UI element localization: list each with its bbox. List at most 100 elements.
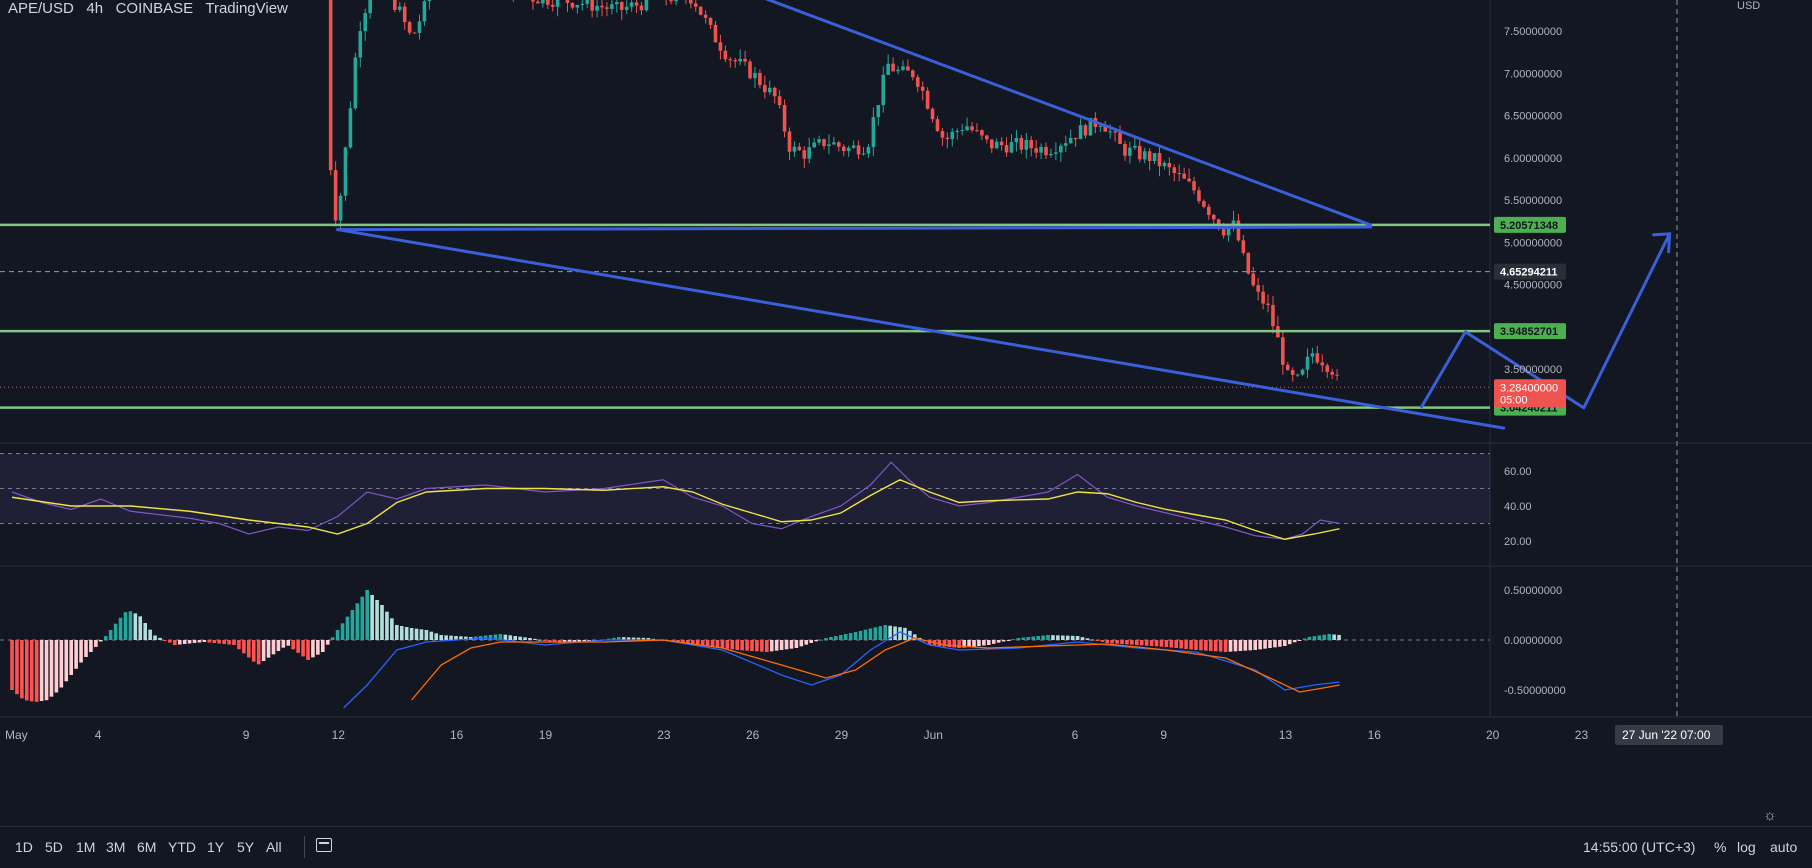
candle-body <box>1063 143 1068 146</box>
calendar-icon[interactable] <box>316 838 332 852</box>
timeframe-5d[interactable]: 5D <box>45 839 63 855</box>
candle-body <box>807 147 812 159</box>
timeframe-1m[interactable]: 1M <box>76 839 96 855</box>
candle-body <box>911 70 915 78</box>
candle-body <box>989 139 994 149</box>
macd-histogram-bar <box>730 640 735 650</box>
macd-histogram-bar <box>1164 640 1169 647</box>
candle-body <box>1137 145 1142 160</box>
candle-body <box>1246 252 1251 274</box>
log-scale-toggle[interactable]: log <box>1737 839 1756 855</box>
macd-histogram-bar <box>1283 640 1287 646</box>
candle-body <box>393 0 397 10</box>
time-tick-label: 12 <box>332 728 346 742</box>
candle-body <box>595 5 599 11</box>
timeframe-ytd[interactable]: YTD <box>168 839 196 855</box>
candle-body <box>827 144 831 146</box>
candle-body <box>758 73 762 86</box>
macd-histogram-bar <box>883 625 887 640</box>
macd-histogram-bar <box>247 640 251 658</box>
currency-label[interactable]: USD <box>1737 0 1761 12</box>
time-tick-label: 13 <box>1279 728 1293 742</box>
macd-histogram-bar <box>321 640 325 652</box>
macd-histogram-bar <box>873 627 878 640</box>
macd-histogram-bar <box>681 640 685 644</box>
candle-body <box>1014 137 1019 143</box>
candle-body <box>605 7 609 9</box>
interval[interactable]: 4h <box>86 0 104 17</box>
price-tick-label: 3.50000000 <box>1504 364 1562 376</box>
candle-body <box>1059 145 1063 153</box>
gear-icon[interactable]: ☼ <box>1763 807 1777 824</box>
macd-histogram-bar <box>991 640 996 644</box>
macd-histogram-bar <box>987 640 991 645</box>
macd-histogram-bar <box>1056 635 1060 640</box>
macd-tick-label: 0.50000000 <box>1504 585 1562 597</box>
candle-body <box>575 4 580 8</box>
candle-body <box>644 0 649 11</box>
symbol-name[interactable]: APE/USD <box>8 0 74 17</box>
candle-body <box>422 1 427 22</box>
candle-body <box>866 147 871 154</box>
macd-histogram-bar <box>1144 640 1149 646</box>
macd-histogram-bar <box>182 640 187 644</box>
crosshair-time-box <box>1615 725 1723 745</box>
candle-body <box>841 146 846 151</box>
candle-body <box>1133 145 1137 148</box>
timeframe-1y[interactable]: 1Y <box>207 839 225 855</box>
macd-histogram-bar <box>1061 635 1065 640</box>
candle-body <box>427 0 432 2</box>
candle-body <box>1068 137 1073 144</box>
time-tick-label: 4 <box>95 728 102 742</box>
macd-histogram-bar <box>444 635 448 640</box>
timeframe-all[interactable]: All <box>266 839 282 855</box>
candle-body <box>881 74 886 106</box>
macd-histogram-bar <box>20 640 24 699</box>
candle-body <box>1192 181 1196 191</box>
timeframe-3m[interactable]: 3M <box>106 839 126 855</box>
candle-body <box>955 130 960 132</box>
macd-histogram-bar <box>1169 640 1174 648</box>
timeframe-1d[interactable]: 1D <box>15 839 33 855</box>
macd-histogram-bar <box>799 640 804 647</box>
macd-histogram-bar <box>1001 640 1006 642</box>
clock[interactable]: 14:55:00 (UTC+3) <box>1583 839 1696 855</box>
macd-histogram-bar <box>853 632 858 640</box>
macd-histogram-bar <box>848 633 853 640</box>
candle-body <box>782 105 787 132</box>
macd-histogram-bar <box>1292 640 1297 643</box>
macd-histogram-bar <box>1159 640 1164 647</box>
macd-histogram-bar <box>908 630 912 640</box>
macd-histogram-bar <box>1268 640 1272 648</box>
timeframe-5y[interactable]: 5Y <box>237 839 255 855</box>
macd-histogram-bar <box>143 623 147 640</box>
candle-body <box>629 2 634 7</box>
candle-body <box>743 58 747 62</box>
macd-histogram-bar <box>409 628 414 640</box>
macd-histogram-bar <box>543 640 547 641</box>
candle-body <box>541 0 545 4</box>
time-tick-label: 16 <box>1368 728 1382 742</box>
price-tick-label: 5.00000000 <box>1504 237 1562 249</box>
candle-body <box>1305 356 1310 370</box>
macd-histogram-bar <box>646 638 651 640</box>
price-label-box <box>1494 323 1566 340</box>
macd-histogram-bar <box>1243 640 1248 651</box>
macd-histogram-bar <box>429 631 434 640</box>
percent-scale-toggle[interactable]: % <box>1714 839 1727 855</box>
auto-scale-toggle[interactable]: auto <box>1770 839 1798 855</box>
candle-body <box>1271 304 1275 327</box>
candle-body <box>960 130 964 132</box>
timeframe-6m[interactable]: 6M <box>137 839 157 855</box>
macd-histogram-bar <box>44 640 49 701</box>
chart-canvas[interactable]: 7.50000000 7.00000000 6.50000000 6.00000000… <box>0 0 1812 826</box>
macd-histogram-bar <box>1253 640 1257 650</box>
macd-histogram-bar <box>163 640 167 641</box>
macd-histogram-bar <box>1273 640 1277 648</box>
macd-histogram-bar <box>281 640 286 648</box>
candle-body <box>1029 140 1034 149</box>
candle-body <box>1251 273 1256 286</box>
rsi-tick-label: 40.00 <box>1504 501 1532 513</box>
macd-histogram-bar <box>108 630 113 640</box>
candle-body <box>338 195 343 221</box>
